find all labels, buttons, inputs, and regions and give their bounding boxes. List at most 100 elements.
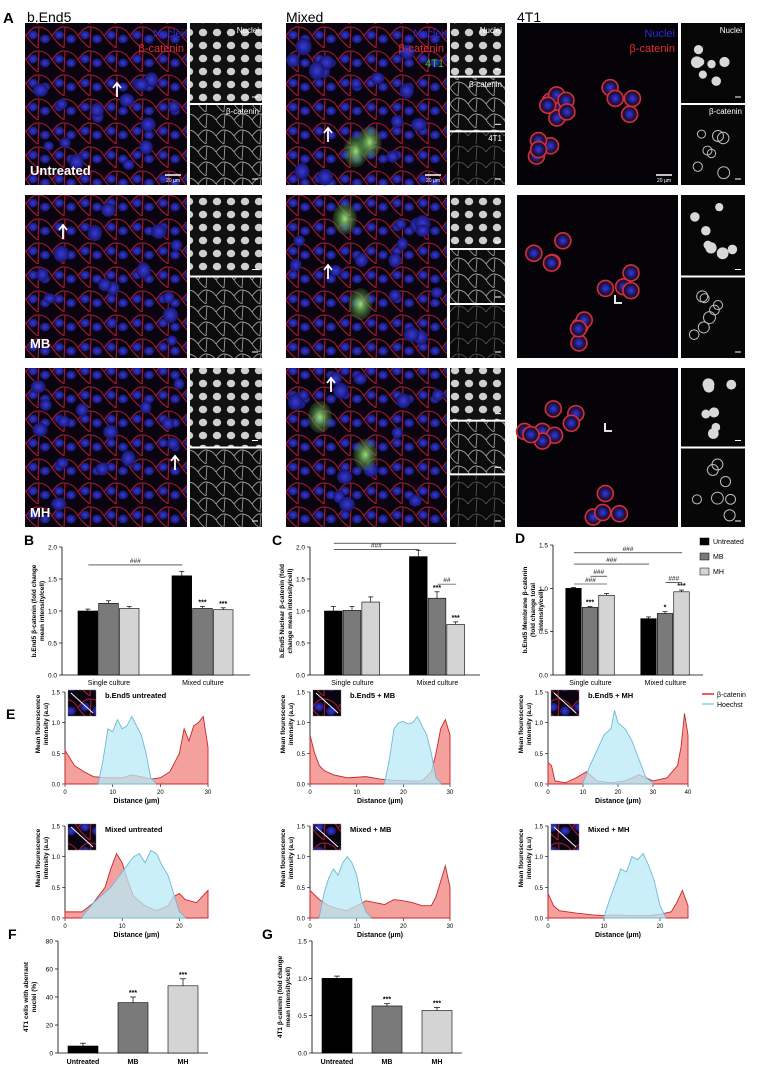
y-tick-label: 1.0 [535, 721, 544, 727]
nucleus [166, 437, 180, 450]
nucleus [75, 403, 89, 417]
thumbnail-cell [709, 304, 720, 316]
row-label-0: Untreated [30, 163, 91, 178]
arrowhead-indicator [614, 295, 622, 304]
thumb-label-4t1: 4T1 [488, 134, 502, 143]
nucleus [161, 417, 175, 430]
thumbnail-cell [711, 76, 721, 86]
micrograph-2-1 [517, 195, 745, 358]
nucleus [396, 393, 411, 409]
nucleus [386, 150, 399, 163]
channel-thumbnail [681, 195, 745, 276]
thumbnail-cell [717, 166, 731, 180]
nucleus [162, 291, 175, 304]
nucleus [391, 114, 404, 129]
y-axis-title: Mean flourescence [280, 828, 287, 887]
bar [117, 1002, 149, 1054]
x-tick-label: 0 [308, 924, 312, 930]
overlay-label-nuclei: Nuclei [413, 28, 444, 40]
panel-letter: B [24, 532, 34, 548]
y-tick-label: 1.0 [539, 586, 548, 593]
thumb-label-catenin: β-catenin [469, 80, 502, 89]
bar [171, 575, 192, 676]
y-tick-label: 1.0 [297, 855, 306, 861]
thumbnail-cell [690, 56, 703, 69]
nucleus [308, 61, 325, 80]
thumbnail-cell [716, 247, 729, 260]
profile-plot-5: 0.0 0.5 1.0 1.5 0 10 20 Distance (µm) Mean flour… [518, 823, 689, 939]
x-tick-label: 30 [447, 790, 454, 796]
overlay-label-catenin: β-catenin [139, 43, 184, 55]
panel-b-chart: B 0.0 0.5 1.0 1.5 2.0 b.End5 β-catenin (fold c… [24, 532, 250, 687]
nucleus [95, 462, 110, 476]
y-tick-label: 0 [49, 1051, 53, 1058]
profile-title: b.End5 + MH [588, 691, 633, 700]
channel-thumbnail [450, 368, 505, 420]
x-tick-label: 20 [615, 790, 622, 796]
nucleus [30, 380, 46, 394]
nucleus [333, 382, 349, 399]
nucleus [151, 224, 167, 239]
channel-thumbnail [190, 195, 262, 276]
tumor-cell-green [348, 288, 373, 321]
significance-mark: *** [433, 1000, 441, 1007]
bar [119, 608, 140, 676]
y-tick-label: 1.5 [535, 825, 544, 831]
tumor-cell-green [353, 438, 378, 471]
profile-title: Mixed untreated [105, 825, 163, 834]
legend-label: Untreated [713, 539, 744, 546]
thumbnail-cell [727, 244, 738, 255]
significance-mark: *** [198, 600, 206, 607]
significance-mark: * [664, 605, 667, 612]
x-tick-label: 20 [657, 924, 664, 930]
nucleus [317, 168, 333, 186]
nucleus [410, 117, 427, 132]
nucleus [336, 469, 353, 484]
x-tick-label: 0 [63, 924, 67, 930]
profile-title: Mixed + MB [350, 825, 392, 834]
nucleus [399, 83, 414, 99]
bar [581, 607, 599, 676]
overlay-label-catenin: β-catenin [630, 43, 675, 55]
y-tick-label: 0.0 [535, 917, 544, 923]
nucleus [408, 494, 422, 507]
y-axis-title: nuclei (%) [31, 982, 38, 1013]
legend-swatch [699, 552, 710, 561]
micrograph-2-2 [515, 368, 745, 527]
tumor-nucleus [573, 323, 584, 334]
nucleus [87, 225, 102, 242]
merged-image [25, 195, 187, 358]
hoechst-profile [384, 715, 442, 785]
thumbnail-cell [698, 70, 707, 79]
thumbnail-cell [697, 321, 710, 334]
bar [409, 556, 428, 676]
thumbnail-cell [706, 464, 719, 476]
bar [361, 601, 380, 676]
tumor-nucleus [614, 508, 625, 519]
nucleus [295, 38, 312, 56]
nucleus [168, 101, 180, 113]
x-tick-label: 20 [400, 790, 407, 796]
scale-bar-label: 20 µm [426, 178, 440, 184]
micrograph-2-0: Nuclei β-catenin Nuclei β-catenin 20 µm [517, 23, 745, 185]
nucleus [43, 293, 56, 304]
tumor-nucleus [626, 267, 637, 278]
bar [167, 985, 199, 1054]
panel-letter: C [272, 532, 282, 548]
nucleus [339, 496, 355, 512]
profile-plot-2: 0.0 0.5 1.0 1.5 0 10 20 30 40 Distance (µm) Mean f… [518, 689, 692, 805]
y-axis-title: Mean flourescence [518, 828, 525, 887]
merged-image [25, 368, 187, 527]
y-tick-label: 40 [46, 995, 54, 1002]
category-label: Mixed culture [182, 680, 224, 687]
thumbnail-cell [688, 329, 700, 340]
thumbnail-cell [726, 379, 737, 390]
x-tick-label: 10 [601, 924, 608, 930]
y-axis-title: intensity (a.u) [43, 703, 50, 745]
y-axis-title: Mean flourescence [280, 694, 287, 753]
x-tick-label: 0 [63, 790, 67, 796]
hoechst-profile [318, 855, 372, 919]
channel-thumbnail [190, 448, 262, 527]
nucleus [140, 117, 156, 132]
category-label: Untreated [67, 1059, 100, 1065]
